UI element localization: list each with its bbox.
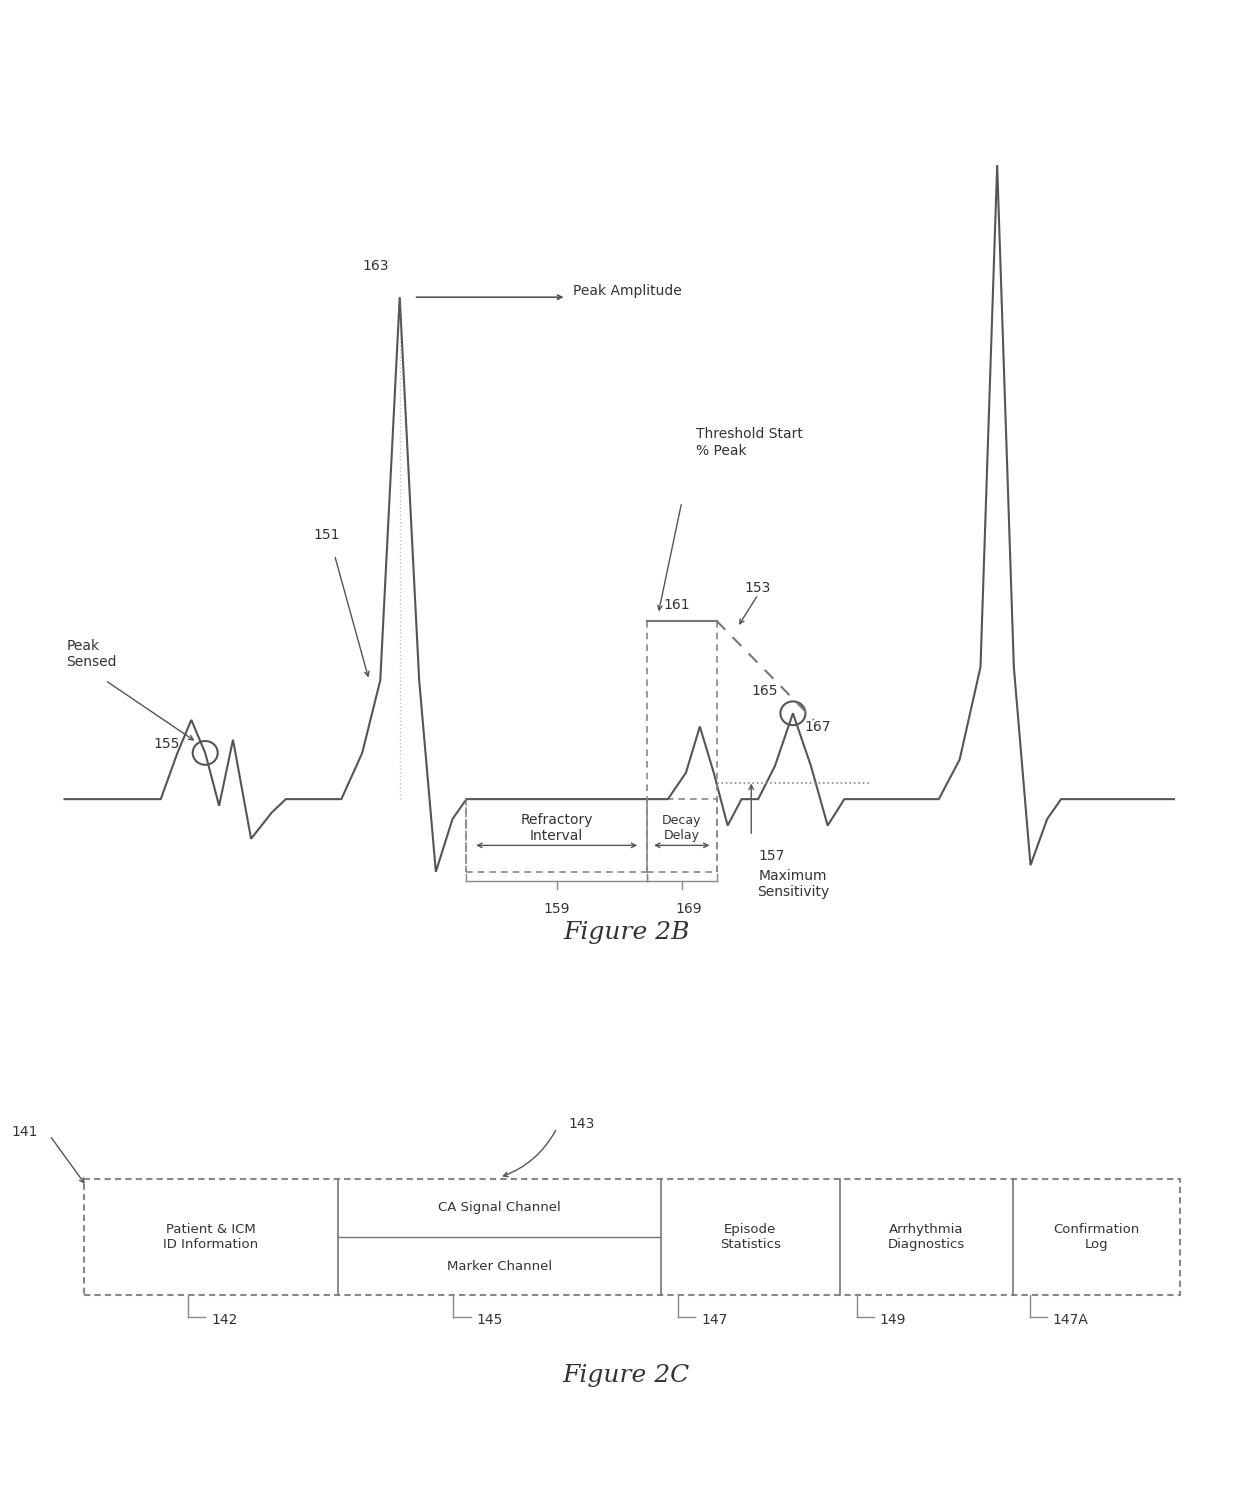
Text: 169: 169 (676, 902, 702, 917)
Text: Marker Channel: Marker Channel (446, 1260, 552, 1272)
Text: Decay
Delay: Decay Delay (662, 814, 702, 843)
Text: 147A: 147A (1053, 1314, 1089, 1327)
Text: Peak Amplitude: Peak Amplitude (573, 284, 682, 297)
Text: 157: 157 (758, 850, 785, 863)
Text: Figure 2C: Figure 2C (563, 1364, 689, 1386)
Text: 161: 161 (663, 597, 691, 612)
Text: 147: 147 (701, 1314, 728, 1327)
Text: 141: 141 (11, 1125, 38, 1138)
Text: 142: 142 (211, 1314, 237, 1327)
Text: 153: 153 (744, 581, 771, 594)
Text: 163: 163 (362, 260, 388, 273)
Text: 143: 143 (569, 1117, 595, 1131)
Text: CA Signal Channel: CA Signal Channel (438, 1202, 560, 1214)
Text: Peak
Sensed: Peak Sensed (66, 639, 117, 669)
Text: 149: 149 (880, 1314, 906, 1327)
Text: Threshold Start
% Peak: Threshold Start % Peak (696, 428, 802, 458)
Text: Maximum
Sensitivity: Maximum Sensitivity (756, 869, 830, 899)
Text: Figure 2B: Figure 2B (563, 921, 689, 945)
Text: 155: 155 (154, 737, 180, 750)
Text: 165: 165 (751, 684, 777, 698)
Text: Arrhythmia
Diagnostics: Arrhythmia Diagnostics (888, 1223, 965, 1251)
Text: 159: 159 (543, 902, 570, 917)
Text: Refractory
Interval: Refractory Interval (521, 813, 593, 843)
Text: Episode
Statistics: Episode Statistics (719, 1223, 781, 1251)
Text: Confirmation
Log: Confirmation Log (1053, 1223, 1140, 1251)
Text: 145: 145 (476, 1314, 502, 1327)
Text: 151: 151 (314, 528, 340, 542)
Text: Patient & ICM
ID Information: Patient & ICM ID Information (164, 1223, 259, 1251)
Text: 167: 167 (804, 719, 831, 734)
